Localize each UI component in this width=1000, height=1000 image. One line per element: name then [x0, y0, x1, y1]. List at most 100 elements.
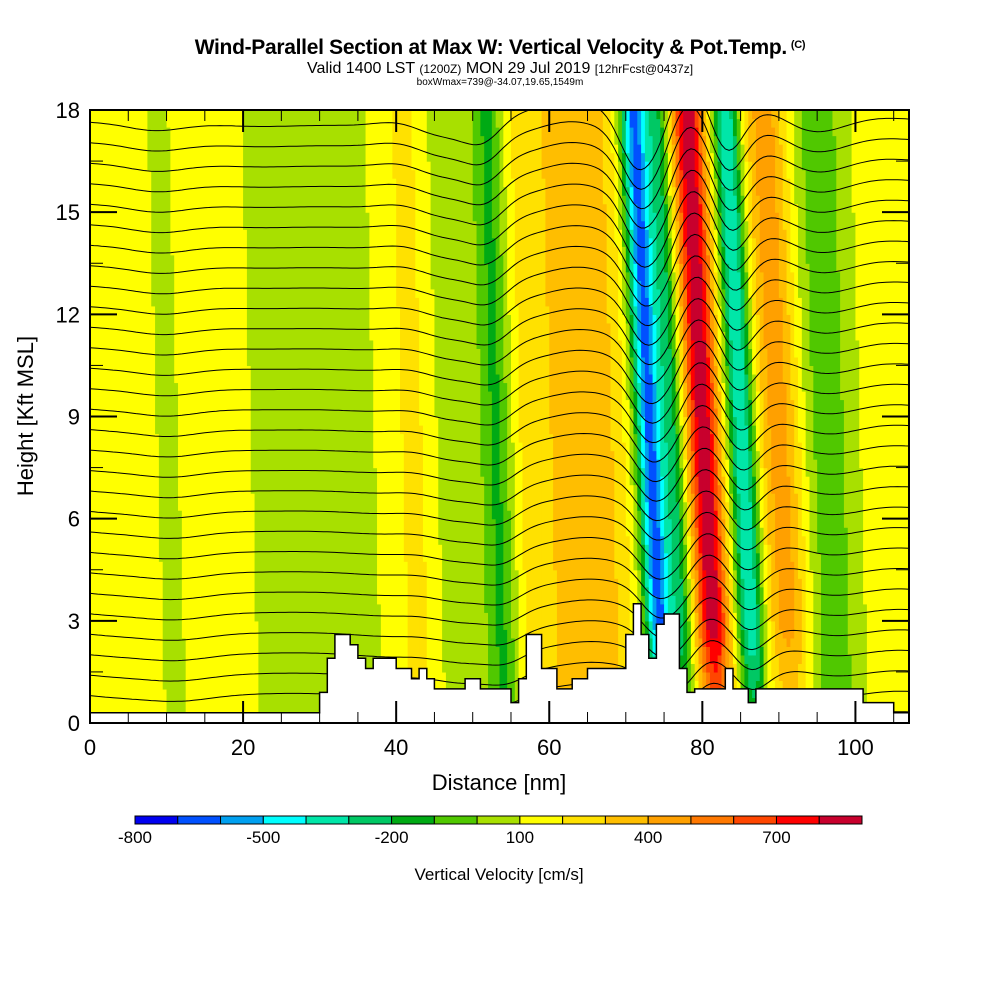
w-cell — [633, 433, 638, 486]
w-cell — [105, 110, 110, 723]
w-cell — [644, 229, 650, 298]
w-cell — [778, 629, 784, 682]
colorbar-swatch — [305, 815, 350, 825]
w-cell — [732, 110, 738, 137]
w-cell — [648, 518, 654, 579]
w-cell — [736, 118, 742, 171]
w-cell — [702, 229, 707, 281]
w-cell — [633, 484, 638, 571]
w-cell — [840, 110, 845, 401]
w-cell — [713, 271, 719, 315]
w-cell — [621, 110, 627, 154]
w-cell — [748, 501, 753, 656]
w-cell — [683, 416, 688, 460]
w-cell — [537, 110, 543, 723]
w-cell — [641, 467, 646, 511]
w-cell — [702, 569, 707, 622]
w-cell — [713, 135, 719, 179]
w-cell — [621, 314, 627, 443]
w-cell — [694, 527, 700, 571]
valid-prefix: Valid 1400 LST — [306, 60, 415, 77]
w-cell — [162, 688, 168, 723]
w-cell — [327, 110, 332, 723]
w-cell — [411, 110, 416, 171]
w-cell — [717, 110, 723, 162]
w-cell — [488, 110, 493, 392]
w-cell — [683, 339, 688, 384]
w-cell — [522, 569, 527, 723]
w-cell — [721, 518, 726, 571]
w-cell — [667, 518, 673, 682]
w-cell — [713, 178, 719, 230]
w-cell — [468, 110, 474, 723]
w-cell — [629, 407, 635, 486]
w-cell — [572, 110, 577, 723]
w-cell — [426, 161, 432, 690]
w-cell — [725, 459, 730, 503]
w-cell — [767, 544, 772, 622]
w-cell — [556, 110, 562, 699]
w-cell — [725, 416, 730, 460]
w-cell — [220, 110, 225, 723]
w-cell — [759, 390, 765, 469]
w-cell — [698, 603, 703, 639]
w-cell — [664, 110, 669, 154]
w-cell — [709, 331, 715, 384]
w-cell — [698, 203, 703, 264]
w-cell — [480, 135, 485, 477]
w-cell — [775, 569, 780, 656]
w-cell — [453, 110, 459, 723]
w-cell — [495, 373, 501, 647]
w-cell — [549, 433, 554, 723]
w-cell — [392, 110, 397, 179]
w-cell — [553, 569, 558, 723]
w-cell — [614, 578, 619, 723]
colorbar-swatch — [775, 815, 820, 825]
w-cell — [709, 110, 715, 154]
w-cell — [419, 425, 424, 723]
w-cell — [434, 416, 439, 723]
w-cell — [369, 110, 374, 341]
w-cell — [101, 110, 106, 723]
w-cell — [656, 459, 661, 528]
w-cell — [664, 203, 669, 273]
w-cell — [606, 110, 612, 324]
w-cell — [679, 263, 684, 307]
w-cell — [641, 595, 646, 639]
w-cell — [625, 322, 631, 401]
w-cell — [246, 365, 252, 723]
colorbar-swatch — [519, 815, 564, 825]
w-cell — [721, 646, 726, 707]
w-cell — [878, 110, 883, 723]
w-cell — [713, 407, 719, 460]
w-cell — [748, 348, 753, 401]
w-cell — [644, 544, 650, 588]
colorbar-swatch — [433, 815, 478, 825]
w-cell — [736, 493, 742, 554]
w-cell — [713, 229, 719, 273]
theta-contour — [90, 640, 909, 678]
w-cell — [491, 518, 497, 723]
w-cell — [706, 254, 711, 307]
w-cell — [315, 110, 321, 723]
w-cell — [690, 339, 696, 401]
w-cell — [713, 459, 719, 511]
w-cell — [671, 314, 677, 358]
w-cell — [732, 195, 738, 418]
w-cell — [514, 569, 520, 723]
w-cell — [778, 297, 784, 630]
w-cell — [415, 297, 420, 723]
w-cell — [740, 110, 746, 145]
w-cell — [782, 382, 788, 639]
w-cell — [748, 654, 753, 690]
w-cell — [683, 110, 688, 179]
w-cell — [185, 110, 191, 723]
w-cell — [786, 314, 791, 477]
w-cell — [499, 501, 504, 723]
colorbar-title: Vertical Velocity [cm/s] — [414, 865, 583, 884]
w-cell — [679, 578, 684, 656]
w-cell — [832, 110, 837, 137]
w-cell — [495, 110, 501, 128]
w-cell — [679, 518, 684, 579]
w-cell — [744, 322, 749, 375]
